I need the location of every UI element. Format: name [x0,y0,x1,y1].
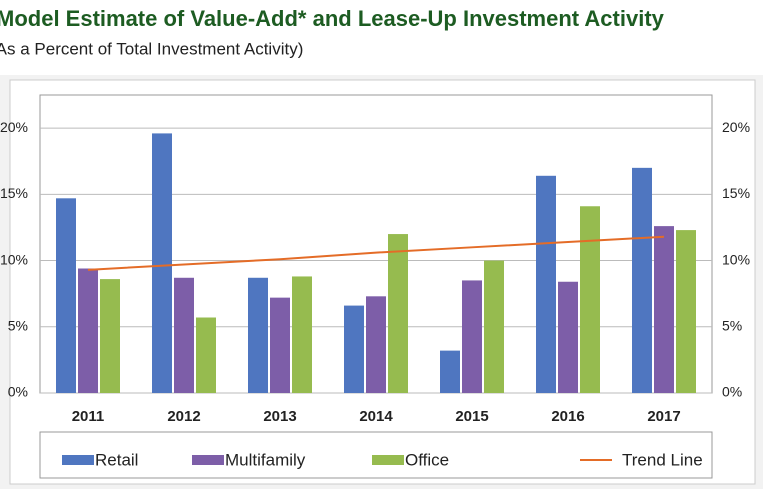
chart-title: Model Estimate of Value-Add* and Lease-U… [0,6,665,31]
bar [248,277,268,393]
legend-label: Multifamily [225,450,306,469]
bar [270,297,290,393]
bar [174,277,194,393]
x-tick-label: 2011 [72,408,105,425]
x-tick-label: 2014 [359,408,393,425]
legend-label: Trend Line [622,450,703,469]
legend-swatch [62,455,94,465]
legend-label: Retail [95,450,138,469]
bar [558,281,578,393]
bar [152,133,172,394]
bar [78,268,98,393]
bar [536,175,556,393]
y2-tick-label: 5% [722,317,742,333]
x-tick-label: 2012 [167,408,200,425]
legend-swatch [372,455,404,465]
bar [56,198,76,393]
y-tick-label: 10% [0,251,28,267]
bar [388,234,408,393]
bar [632,167,652,393]
legend-label: Office [405,450,449,469]
x-tick-label: 2017 [647,408,680,425]
chart-subtitle: (As a Percent of Total Investment Activi… [0,39,303,58]
y-tick-label: 0% [8,384,28,400]
bar [344,305,364,393]
trend-line [87,235,665,271]
y2-tick-label: 15% [722,185,750,201]
x-tick-label: 2016 [551,408,584,425]
y-tick-label: 5% [8,317,28,333]
y2-tick-label: 20% [722,119,750,135]
legend-swatch [192,455,224,465]
x-tick-label: 2015 [455,408,488,425]
y-tick-label: 20% [0,119,28,135]
bar [100,279,120,393]
bar [484,260,504,393]
bar [580,206,600,393]
y2-tick-label: 10% [722,251,750,267]
y-tick-label: 15% [0,185,28,201]
bar [462,280,482,393]
bar [196,317,216,393]
bar [366,296,386,393]
bar [292,276,312,393]
y2-tick-label: 0% [722,384,742,400]
bar [440,350,460,393]
bar [676,230,696,393]
x-tick-label: 2013 [263,408,296,425]
bar [654,226,674,393]
